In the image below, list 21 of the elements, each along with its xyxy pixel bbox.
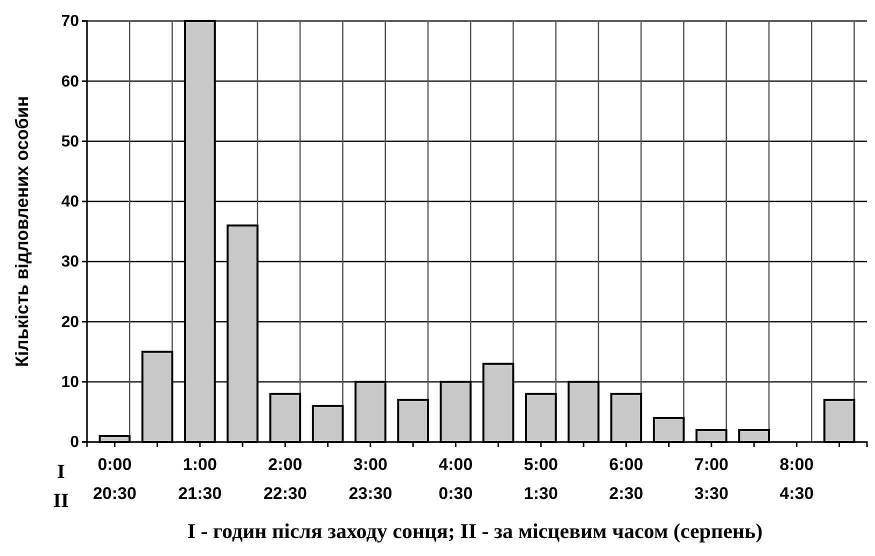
y-tick-label: 10 [61, 374, 80, 391]
x-tick-label: 7:00 3:30 [694, 455, 728, 503]
y-tick-label: 0 [70, 434, 80, 452]
x-tick-label: 8:00 4:30 [780, 455, 814, 503]
x-tick-label: 3:00 23:30 [348, 455, 392, 503]
text: I [57, 461, 66, 483]
x-axis-title: I - годин після заходу сонця; II - за місцевим часом (серпень) [187, 519, 763, 543]
y-tick-label: 20 [61, 314, 80, 331]
x-tick-label: 0:00 20:30 [92, 455, 136, 503]
y-tick-label: 30 [61, 254, 80, 271]
x-tick-label: 5:00 1:30 [524, 455, 558, 503]
y-tick-label: 40 [61, 194, 80, 211]
y-tick-label: 50 [61, 133, 80, 150]
y-tick-label: 70 [61, 13, 80, 30]
x-tick-label: 6:00 2:30 [609, 455, 644, 503]
text: II [53, 490, 69, 512]
x-tick-label: 1:00 21:30 [178, 455, 222, 503]
y-axis-title: Кількість відловлених особин [12, 96, 32, 367]
x-tick-label: 4:00 0:30 [438, 455, 473, 503]
y-tick-label: 60 [61, 73, 80, 90]
x-tick-label: 2:00 22:30 [263, 455, 307, 503]
